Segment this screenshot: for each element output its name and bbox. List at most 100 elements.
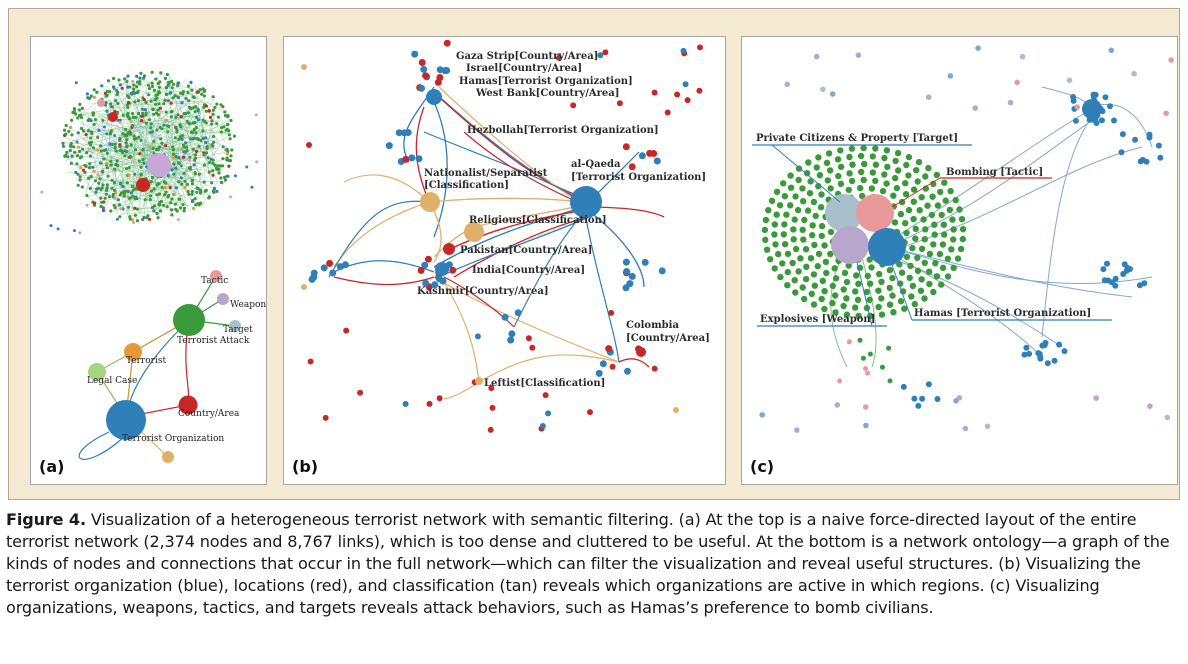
node <box>807 178 814 185</box>
node <box>104 94 109 98</box>
node <box>106 174 110 178</box>
node <box>1066 77 1073 84</box>
node <box>1111 117 1117 124</box>
node <box>230 148 234 152</box>
node <box>902 220 909 227</box>
weapon-node <box>217 293 229 305</box>
node <box>105 166 110 170</box>
node <box>876 270 883 278</box>
node <box>135 80 139 84</box>
node <box>229 118 233 123</box>
network-nodes <box>301 39 703 433</box>
link <box>92 145 157 175</box>
node <box>449 266 457 274</box>
node <box>886 284 893 292</box>
node <box>157 182 161 186</box>
node <box>172 172 176 176</box>
node <box>182 155 186 159</box>
link <box>174 125 230 149</box>
node <box>124 127 128 132</box>
node <box>141 76 146 80</box>
node <box>129 155 133 159</box>
node <box>70 154 74 158</box>
node <box>918 194 925 201</box>
node <box>219 130 223 134</box>
node <box>878 311 886 318</box>
link <box>146 205 149 214</box>
node <box>191 121 195 125</box>
node <box>131 194 135 198</box>
panel-b: Gaza Strip[Country/Area] Israel[Country/… <box>283 36 726 485</box>
node <box>608 309 615 316</box>
node <box>149 122 153 126</box>
node <box>421 261 429 269</box>
node <box>73 150 77 154</box>
node <box>223 114 228 118</box>
node <box>1155 142 1162 149</box>
node <box>186 84 190 88</box>
node <box>109 163 113 167</box>
node <box>128 117 132 121</box>
node <box>104 101 108 105</box>
node <box>210 181 214 185</box>
node <box>800 236 807 243</box>
node <box>773 188 781 195</box>
node <box>76 116 80 120</box>
node <box>128 217 132 221</box>
node <box>126 85 130 89</box>
node <box>134 115 138 119</box>
node <box>811 282 818 289</box>
node <box>148 130 152 135</box>
node <box>1112 275 1119 282</box>
node <box>674 91 681 98</box>
node <box>149 99 153 103</box>
node <box>84 133 88 137</box>
node <box>940 221 947 228</box>
node <box>202 180 206 184</box>
node <box>194 126 198 130</box>
link <box>175 152 225 163</box>
link <box>328 200 430 278</box>
node <box>1014 79 1020 86</box>
node <box>1139 156 1146 163</box>
node <box>126 105 130 110</box>
israel-label: Israel[Country/Area] <box>466 63 582 74</box>
node <box>813 164 820 171</box>
node <box>180 182 184 186</box>
node <box>843 311 851 318</box>
node <box>809 232 816 239</box>
node <box>99 187 103 192</box>
node <box>148 145 152 149</box>
node <box>941 179 948 186</box>
node <box>1107 103 1113 110</box>
node <box>837 163 845 170</box>
node <box>116 198 120 202</box>
node <box>137 135 141 139</box>
node <box>821 305 828 313</box>
node <box>845 262 852 269</box>
node <box>938 211 945 219</box>
node <box>846 153 853 161</box>
node <box>193 153 197 157</box>
node <box>827 185 834 192</box>
node <box>72 229 76 233</box>
node <box>204 121 208 125</box>
node <box>192 128 196 132</box>
node <box>864 272 871 280</box>
node <box>626 280 634 288</box>
node <box>813 53 820 60</box>
node <box>821 288 828 295</box>
node <box>781 241 789 248</box>
node <box>186 189 190 194</box>
node <box>190 182 195 186</box>
link <box>69 164 198 181</box>
node <box>223 178 227 182</box>
node <box>211 158 215 162</box>
link <box>428 197 585 203</box>
node <box>79 166 83 170</box>
node <box>136 90 140 94</box>
node <box>190 192 194 196</box>
node <box>845 186 852 194</box>
node <box>92 169 96 173</box>
node <box>99 161 103 165</box>
